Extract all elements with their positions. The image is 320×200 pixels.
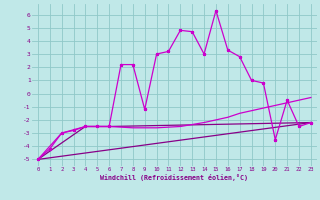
X-axis label: Windchill (Refroidissement éolien,°C): Windchill (Refroidissement éolien,°C) bbox=[100, 174, 248, 181]
